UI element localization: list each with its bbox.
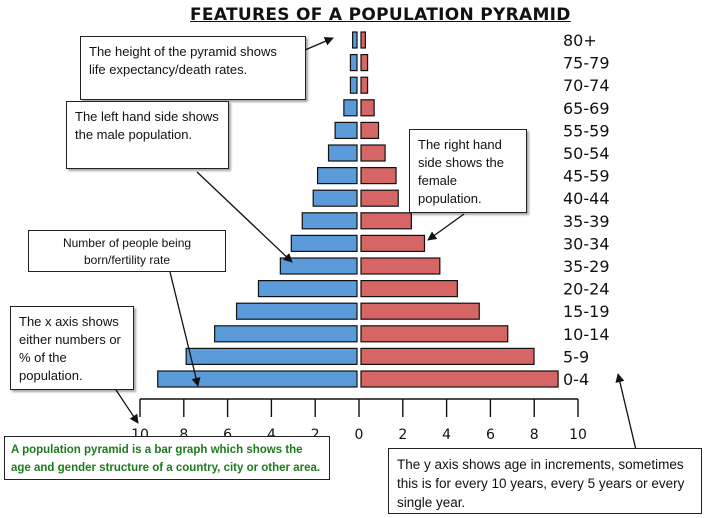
age-label: 45-59 bbox=[563, 167, 610, 186]
female-arrow bbox=[427, 213, 465, 241]
female-bar-80+ bbox=[360, 31, 366, 49]
female-bar-35-29 bbox=[360, 257, 441, 275]
female-bar-5-9 bbox=[360, 347, 535, 365]
male-bar-45-59 bbox=[316, 167, 358, 185]
page-title: FEATURES OF A POPULATION PYRAMID bbox=[190, 5, 571, 25]
female-bar-70-74 bbox=[360, 76, 369, 94]
male-bar-20-24 bbox=[257, 280, 358, 298]
female-bar-65-69 bbox=[360, 99, 375, 117]
male-bar-30-34 bbox=[290, 234, 358, 252]
note-births: Number of people being born/fertility ra… bbox=[28, 230, 226, 272]
age-label: 30-34 bbox=[563, 234, 610, 253]
x-tick-label: 4 bbox=[267, 427, 276, 443]
female-bar-50-54 bbox=[360, 144, 386, 162]
female-bar-75-79 bbox=[360, 53, 369, 72]
male-bar-40-44 bbox=[312, 189, 358, 207]
female-bar-40-44 bbox=[360, 189, 399, 207]
age-label: 35-29 bbox=[563, 257, 610, 276]
x-tick-label: 2 bbox=[311, 427, 320, 443]
male-bar-10-14 bbox=[214, 325, 358, 343]
female-bar-20-24 bbox=[360, 280, 458, 298]
age-label: 65-69 bbox=[563, 99, 610, 118]
female-bar-15-19 bbox=[360, 302, 480, 320]
age-label: 80+ bbox=[563, 31, 597, 50]
female-bar-55-59 bbox=[360, 121, 380, 140]
male-bar-55-59 bbox=[334, 121, 358, 140]
bars-group bbox=[157, 31, 559, 388]
female-bar-35-39 bbox=[360, 212, 412, 230]
note-x-axis: The x axis shows either numbers or % of … bbox=[10, 306, 134, 390]
x-tick-label: 8 bbox=[530, 427, 539, 443]
male-bar-75-79 bbox=[349, 53, 358, 72]
female-bar-30-34 bbox=[360, 234, 426, 252]
births-arrow bbox=[169, 271, 201, 387]
x-tick-label: 6 bbox=[223, 427, 232, 443]
male-arrow bbox=[196, 171, 293, 263]
age-label: 20-24 bbox=[563, 280, 610, 299]
x-tick-label: 0 bbox=[355, 427, 364, 443]
age-label: 5-9 bbox=[563, 347, 589, 366]
male-bar-5-9 bbox=[185, 347, 358, 365]
x-tick-label: 6 bbox=[486, 427, 495, 443]
female-bar-45-59 bbox=[360, 167, 397, 185]
age-label: 35-39 bbox=[563, 212, 610, 231]
note-male-side: The left hand side shows the male popula… bbox=[66, 101, 229, 169]
x-tick-label: 10 bbox=[569, 427, 587, 443]
age-label: 15-19 bbox=[563, 302, 610, 321]
male-bar-35-29 bbox=[279, 257, 358, 275]
age-label: 0-4 bbox=[563, 370, 589, 389]
age-labels-group: 80+ 75-79 70-74 65-69 55-59 50-54 45-59 40-44 35… bbox=[563, 31, 610, 389]
age-label: 10-14 bbox=[563, 325, 610, 344]
x-tick-label: 8 bbox=[179, 427, 188, 443]
male-bar-35-39 bbox=[301, 212, 358, 230]
yaxis-arrow bbox=[615, 373, 637, 451]
definition-box: A population pyramid is a bar graph whic… bbox=[4, 436, 330, 480]
female-bar-10-14 bbox=[360, 325, 509, 343]
age-label: 70-74 bbox=[563, 76, 610, 95]
age-label: 75-79 bbox=[563, 54, 610, 73]
annotation-arrows bbox=[115, 37, 637, 451]
male-bar-65-69 bbox=[343, 99, 358, 117]
x-tick-label: 4 bbox=[442, 427, 451, 443]
xaxis-arrow bbox=[115, 389, 139, 424]
male-bar-15-19 bbox=[235, 302, 358, 320]
height-arrow bbox=[304, 37, 334, 51]
age-label: 40-44 bbox=[563, 189, 610, 208]
male-bar-0-4 bbox=[157, 370, 358, 388]
note-y-axis: The y axis shows age in increments, some… bbox=[388, 448, 702, 514]
age-label: 55-59 bbox=[563, 121, 610, 140]
note-pyramid-height: The height of the pyramid shows life exp… bbox=[80, 36, 306, 100]
female-bar-0-4 bbox=[360, 370, 559, 388]
note-female-side: The right hand side shows the female pop… bbox=[409, 129, 527, 213]
male-bar-50-54 bbox=[327, 144, 358, 162]
x-tick-label: 2 bbox=[398, 427, 407, 443]
male-bar-80+ bbox=[352, 31, 358, 49]
male-bar-70-74 bbox=[349, 76, 358, 94]
age-label: 50-54 bbox=[563, 144, 610, 163]
